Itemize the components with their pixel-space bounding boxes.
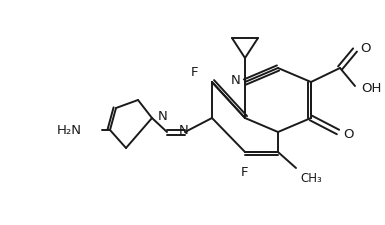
Text: H₂N: H₂N bbox=[57, 124, 82, 137]
Text: F: F bbox=[190, 65, 198, 79]
Text: F: F bbox=[241, 166, 249, 178]
Text: N: N bbox=[178, 124, 188, 137]
Text: O: O bbox=[360, 41, 370, 54]
Text: N: N bbox=[231, 74, 241, 88]
Text: OH: OH bbox=[361, 81, 382, 94]
Text: CH₃: CH₃ bbox=[300, 173, 322, 185]
Text: N: N bbox=[158, 110, 168, 122]
Text: O: O bbox=[343, 128, 353, 140]
